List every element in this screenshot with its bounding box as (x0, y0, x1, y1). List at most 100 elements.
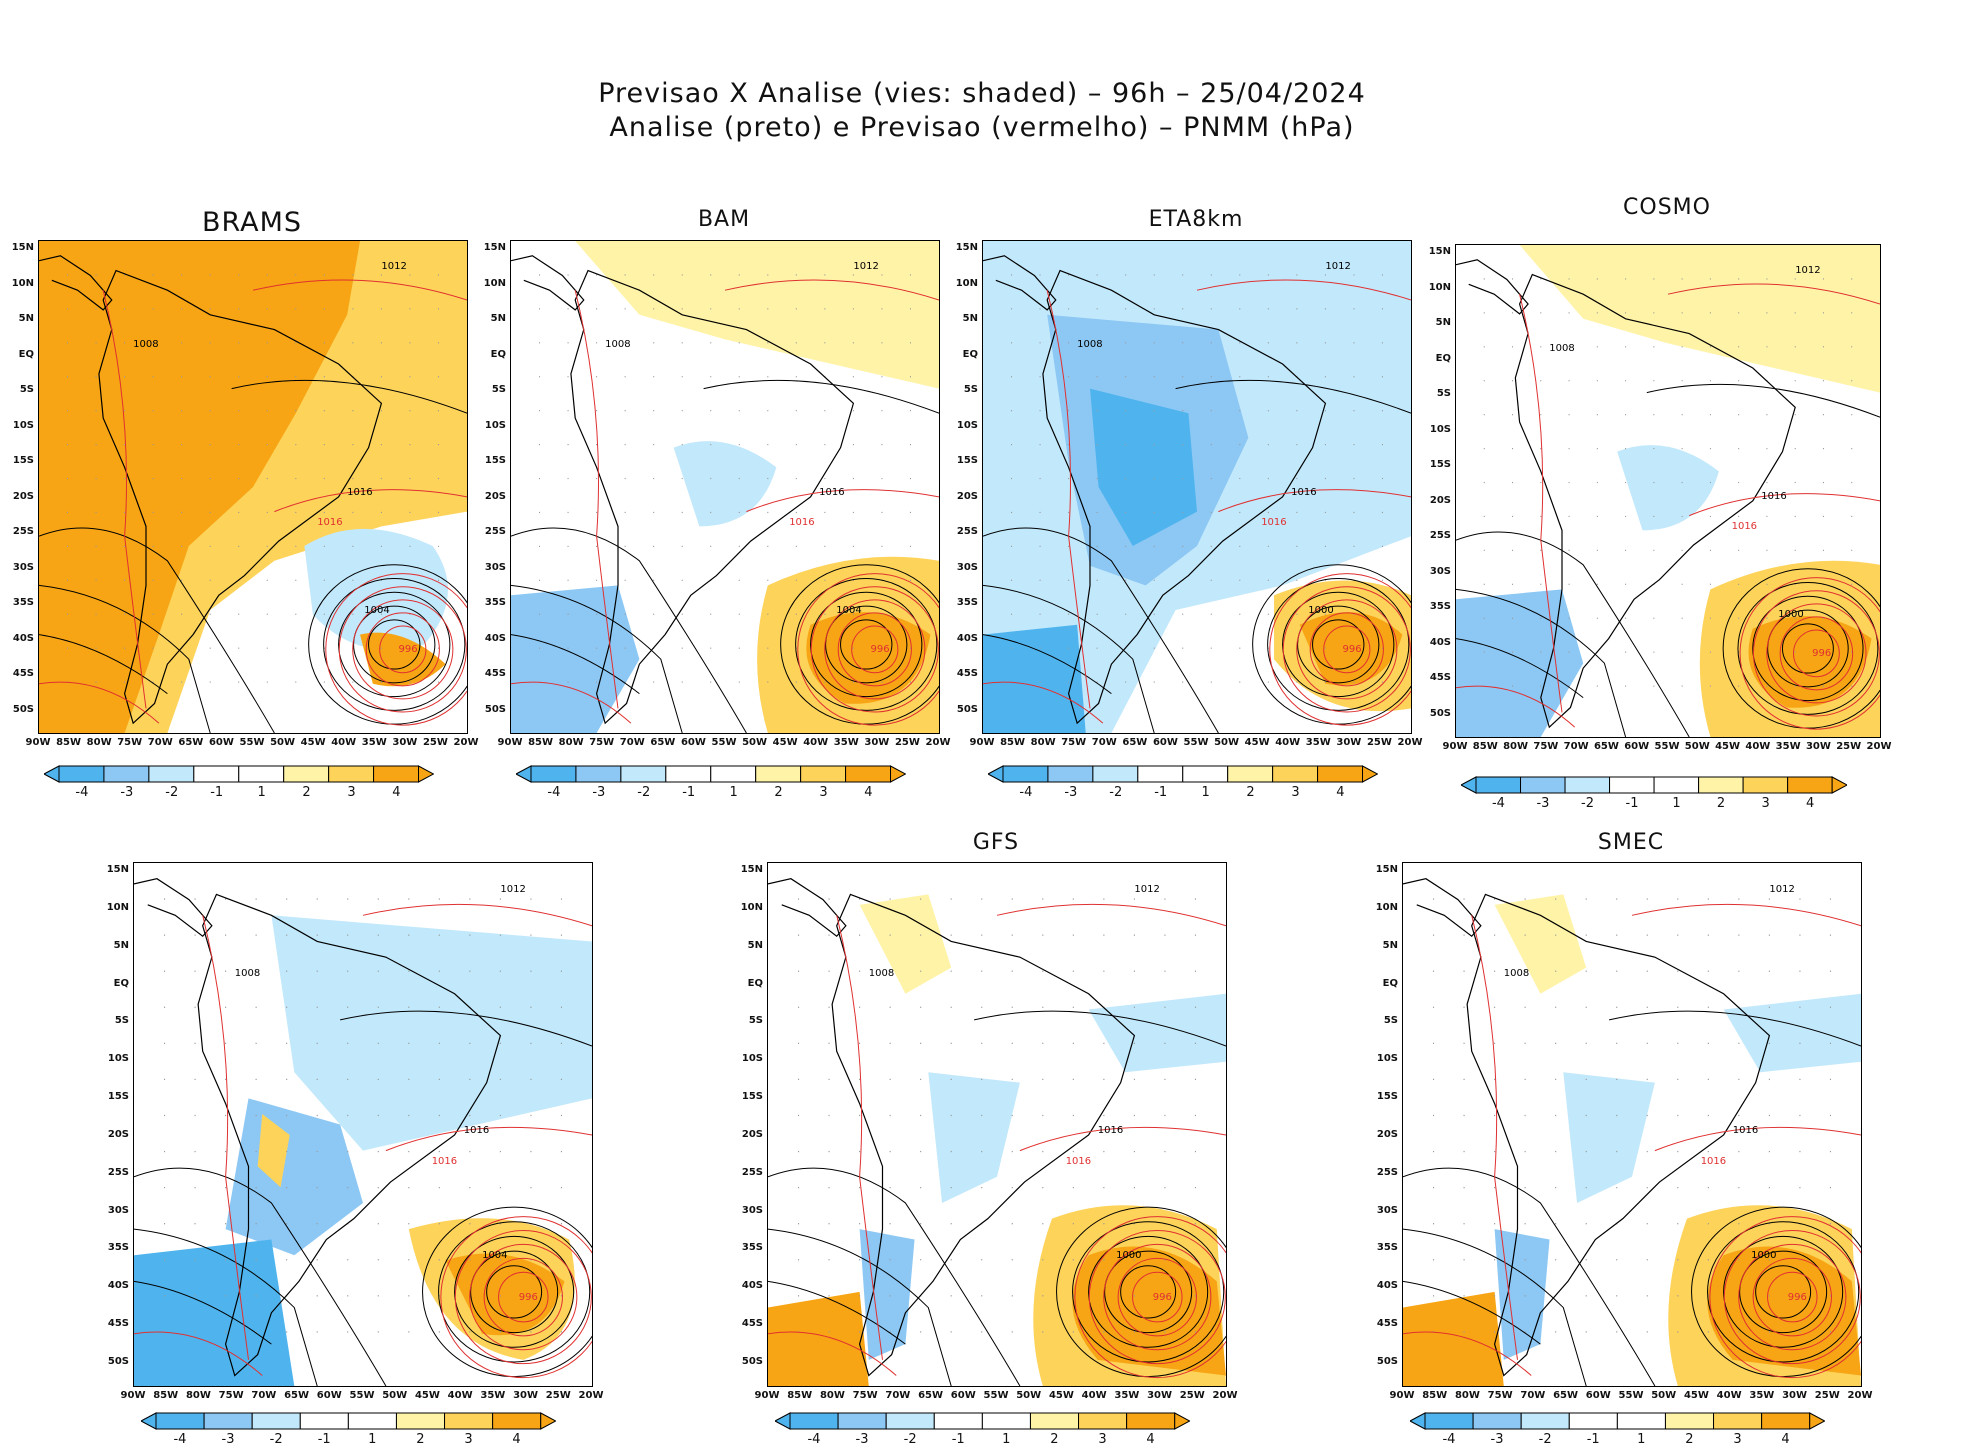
map-smec: 1000 996 1016 1016 1012 1008 (1402, 862, 1862, 1387)
lon-tick-label: 40W (331, 737, 357, 748)
lat-tick-label: 45S (107, 1318, 129, 1330)
lon-tick-label: 30W (392, 737, 418, 748)
lat-tick-label: 30S (107, 1204, 129, 1216)
lon-tick-label: 65W (178, 737, 204, 748)
colorbar-label: -3 (1490, 1432, 1504, 1447)
colorbar-swatch (981, 1412, 1031, 1430)
lon-tick-label: 20W (1866, 741, 1892, 752)
colorbar-gfs (774, 1412, 1190, 1430)
lat-tick-label: 10N (740, 901, 763, 913)
lat-tick-label: 25S (12, 526, 34, 538)
colorbar-label: -4 (1491, 796, 1505, 811)
lon-tick-label: 35W (1749, 1390, 1775, 1401)
lat-tick-label: 5S (114, 1015, 129, 1027)
colorbar-swatch (620, 765, 667, 783)
lat-tick-label: 30S (741, 1204, 763, 1216)
colorbar-label: -1 (210, 785, 224, 800)
lon-tick-label: 60W (1624, 741, 1650, 752)
colorbar-label: 1 (729, 785, 738, 800)
lat-tick-label: 10S (741, 1053, 763, 1065)
panel-title-bam: BAM (697, 207, 751, 232)
colorbar-label: -3 (592, 785, 606, 800)
colorbar-swatch (1424, 1412, 1474, 1430)
lon-tick-label: 35W (1114, 1390, 1140, 1401)
colorbar-swatch (299, 1412, 349, 1430)
lat-tick-label: 30S (1429, 565, 1451, 577)
coastline-south-america (1515, 275, 1795, 728)
lat-tick-label: 35S (484, 597, 506, 609)
lat-tick-label: 15N (1428, 246, 1451, 257)
lon-tick-label: 80W (819, 1390, 845, 1401)
colorbar-label: -4 (547, 785, 561, 800)
bias-area (1748, 616, 1872, 708)
lon-tick-label: 25W (422, 737, 448, 748)
lon-tick-label: 60W (208, 737, 234, 748)
colorbar-swatch (203, 1412, 253, 1430)
contour-label-low-forecast: 996 (1787, 1291, 1807, 1303)
colorbar-swatch (755, 765, 802, 783)
colorbar-swatch (1609, 776, 1655, 794)
lat-tick-label: 30S (956, 561, 978, 573)
lon-tick-label: 75W (852, 1390, 878, 1401)
lon-tick-label: 90W (754, 1390, 780, 1401)
lon-tick-label: 55W (711, 737, 737, 748)
bias-area (859, 894, 952, 994)
lon-tick-label: 35W (833, 737, 859, 748)
lon-tick-label: 90W (497, 737, 523, 748)
colorbar-swatch (1472, 1412, 1522, 1430)
lon-tick-label: 55W (239, 737, 265, 748)
lon-tick-label: 25W (1814, 1390, 1840, 1401)
lat-tick-label: 20S (741, 1128, 763, 1140)
colorbar-label: 2 (1050, 1432, 1059, 1447)
lon-tick-label: 55W (1618, 1390, 1644, 1401)
colorbar-cosmo (1461, 776, 1848, 794)
lat-tick-label: 20S (956, 490, 978, 502)
contour-label-north: 1012 (381, 260, 407, 272)
bias-area (1456, 589, 1584, 737)
colorbar-label: 1 (1201, 785, 1210, 800)
coastline-central-america (134, 879, 212, 937)
lon-tick-label: 65W (1593, 741, 1619, 752)
lat-tick-label: 20S (1429, 494, 1451, 506)
map-canvas-smec (1403, 863, 1861, 1386)
lat-tick-label: 50S (12, 703, 34, 715)
contour-label-low-analysis: 1004 (482, 1250, 508, 1262)
lon-tick-label: 60W (316, 1390, 342, 1401)
lon-tick-label: 90W (1442, 741, 1468, 752)
bias-area (1617, 445, 1719, 531)
contour-label-high-analysis: 1016 (819, 487, 845, 498)
map-canvas-cosmo (1456, 245, 1880, 737)
lat-tick-label: 5N (18, 313, 34, 325)
colorbar-label: 2 (774, 785, 783, 800)
colorbar-label: -1 (1625, 796, 1639, 811)
contour-label-low-analysis: 1000 (1116, 1250, 1142, 1262)
colorbar-label: -3 (1536, 796, 1550, 811)
lon-tick-label: 35W (361, 737, 387, 748)
bias-area (983, 624, 1086, 733)
bias-area (673, 441, 777, 527)
lon-tick-label: 20W (1397, 737, 1423, 748)
panel-title-brams: BRAMS (201, 207, 303, 238)
lon-tick-label: 65W (650, 737, 676, 748)
colorbar-swatch (1616, 1412, 1666, 1430)
lat-tick-label: 15S (107, 1091, 129, 1102)
colorbar-swatch (1664, 1412, 1714, 1430)
contour-label-low-forecast: 996 (1152, 1291, 1172, 1303)
lon-tick-label: 50W (1016, 1390, 1042, 1401)
contour-label-andes: 1008 (1077, 339, 1103, 351)
lon-tick-label: 85W (528, 737, 554, 748)
bias-area (1723, 993, 1861, 1073)
lat-tick-label: 30S (1376, 1204, 1398, 1216)
lon-tick-label: 35W (1305, 737, 1331, 748)
lat-tick-label: 15S (741, 1091, 763, 1102)
lon-tick-label: 55W (983, 1390, 1009, 1401)
lon-tick-label: 45W (1048, 1390, 1074, 1401)
lat-tick-label: 15S (1429, 459, 1451, 471)
lon-tick-label: 75W (1061, 737, 1087, 748)
colorbar-label: 2 (1685, 1432, 1694, 1447)
colorbar-swatch (575, 765, 622, 783)
lat-tick-label: 15S (12, 455, 34, 467)
lon-tick-label: 80W (1454, 1390, 1480, 1401)
lat-tick-label: 10S (12, 419, 34, 431)
lat-tick-label: 10S (1429, 423, 1451, 435)
